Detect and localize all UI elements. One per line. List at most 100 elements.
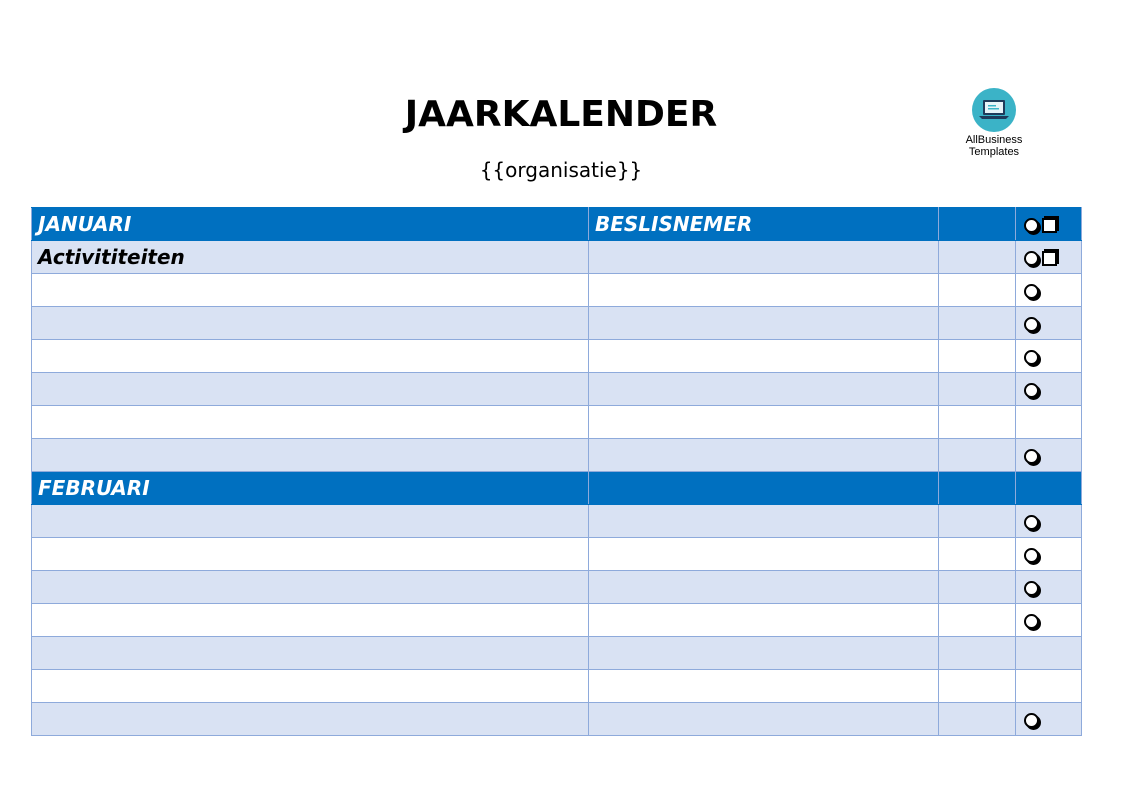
circle-bullet-icon [1024, 449, 1039, 464]
extra-cell[interactable] [938, 603, 1016, 637]
activity-cell[interactable] [31, 438, 589, 472]
status-symbol-cell [1015, 438, 1082, 472]
laptop-icon [972, 88, 1016, 132]
decision-maker-cell[interactable] [588, 702, 939, 736]
decision-maker-cell[interactable] [588, 504, 939, 538]
activity-cell[interactable] [31, 669, 589, 703]
organisation-placeholder: {{organisatie}} [479, 158, 643, 182]
activity-cell[interactable] [31, 702, 589, 736]
extra-cell[interactable] [938, 669, 1016, 703]
circle-bullet-icon [1024, 350, 1039, 365]
extra-cell[interactable] [938, 537, 1016, 571]
circle-bullet-icon [1024, 251, 1039, 266]
activity-cell[interactable] [31, 306, 589, 340]
circle-bullet-icon [1024, 218, 1039, 233]
table-row: Activititeiten [31, 240, 1082, 274]
decision-maker-header [588, 471, 939, 505]
activity-cell[interactable]: Activititeiten [31, 240, 589, 274]
status-symbol-cell [1015, 504, 1082, 538]
table-row [31, 339, 1082, 373]
decision-maker-cell[interactable] [588, 438, 939, 472]
activity-cell[interactable] [31, 537, 589, 571]
status-symbol-cell [1015, 537, 1082, 571]
month-label: JANUARI [31, 207, 589, 241]
month-header-row: FEBRUARI [31, 471, 1082, 505]
circle-bullet-icon [1024, 548, 1039, 563]
circle-bullet-icon [1024, 614, 1039, 629]
status-symbol-cell [1015, 636, 1082, 670]
activity-cell[interactable] [31, 372, 589, 406]
status-symbol-cell [1015, 372, 1082, 406]
activity-cell[interactable] [31, 339, 589, 373]
decision-maker-cell[interactable] [588, 306, 939, 340]
table-row [31, 504, 1082, 538]
status-symbol-cell [1015, 339, 1082, 373]
extra-cell[interactable] [938, 240, 1016, 274]
decision-maker-cell[interactable] [588, 669, 939, 703]
decision-maker-cell[interactable] [588, 603, 939, 637]
activity-cell[interactable] [31, 636, 589, 670]
status-symbol-cell [1015, 603, 1082, 637]
table-row [31, 273, 1082, 307]
circle-bullet-icon [1024, 713, 1039, 728]
calendar-table: JANUARI BESLISNEMER Activititeiten FEBRUARI [31, 207, 1082, 736]
table-row [31, 669, 1082, 703]
extra-cell[interactable] [938, 372, 1016, 406]
table-row [31, 306, 1082, 340]
month-header-row: JANUARI BESLISNEMER [31, 207, 1082, 241]
activity-cell[interactable] [31, 603, 589, 637]
extra-cell[interactable] [938, 504, 1016, 538]
decision-maker-cell[interactable] [588, 405, 939, 439]
month-label: FEBRUARI [31, 471, 589, 505]
extra-cell[interactable] [938, 306, 1016, 340]
extra-cell [938, 207, 1016, 241]
status-symbol-cell [1015, 207, 1082, 241]
decision-maker-cell[interactable] [588, 372, 939, 406]
extra-cell[interactable] [938, 405, 1016, 439]
decision-maker-cell[interactable] [588, 537, 939, 571]
status-symbol-cell [1015, 240, 1082, 274]
table-row [31, 636, 1082, 670]
circle-bullet-icon [1024, 383, 1039, 398]
extra-cell[interactable] [938, 702, 1016, 736]
extra-cell[interactable] [938, 438, 1016, 472]
status-symbol-cell [1015, 471, 1082, 505]
decision-maker-header: BESLISNEMER [588, 207, 939, 241]
activity-cell[interactable] [31, 405, 589, 439]
logo-text-line2: Templates [968, 146, 1020, 158]
circle-bullet-icon [1024, 317, 1039, 332]
extra-cell [938, 471, 1016, 505]
table-row [31, 372, 1082, 406]
decision-maker-cell[interactable] [588, 339, 939, 373]
extra-cell[interactable] [938, 636, 1016, 670]
page-title: JAARKALENDER [404, 94, 718, 135]
decision-maker-cell[interactable] [588, 240, 939, 274]
decision-maker-cell[interactable] [588, 570, 939, 604]
circle-bullet-icon [1024, 515, 1039, 530]
table-row [31, 438, 1082, 472]
table-row [31, 570, 1082, 604]
extra-cell[interactable] [938, 570, 1016, 604]
status-symbol-cell [1015, 306, 1082, 340]
activity-cell[interactable] [31, 570, 589, 604]
status-symbol-cell [1015, 669, 1082, 703]
decision-maker-cell[interactable] [588, 636, 939, 670]
circle-bullet-icon [1024, 581, 1039, 596]
square-checkbox-icon [1042, 251, 1057, 266]
decision-maker-cell[interactable] [588, 273, 939, 307]
activity-cell[interactable] [31, 273, 589, 307]
table-row [31, 405, 1082, 439]
activity-cell[interactable] [31, 504, 589, 538]
square-checkbox-icon [1042, 218, 1057, 233]
table-row [31, 537, 1082, 571]
status-symbol-cell [1015, 702, 1082, 736]
allbusiness-templates-logo: AllBusiness Templates [956, 88, 1032, 158]
status-symbol-cell [1015, 405, 1082, 439]
extra-cell[interactable] [938, 339, 1016, 373]
status-symbol-cell [1015, 570, 1082, 604]
calendar-table-body: JANUARI BESLISNEMER Activititeiten FEBRUARI [31, 207, 1082, 736]
circle-bullet-icon [1024, 284, 1039, 299]
status-symbol-cell [1015, 273, 1082, 307]
extra-cell[interactable] [938, 273, 1016, 307]
